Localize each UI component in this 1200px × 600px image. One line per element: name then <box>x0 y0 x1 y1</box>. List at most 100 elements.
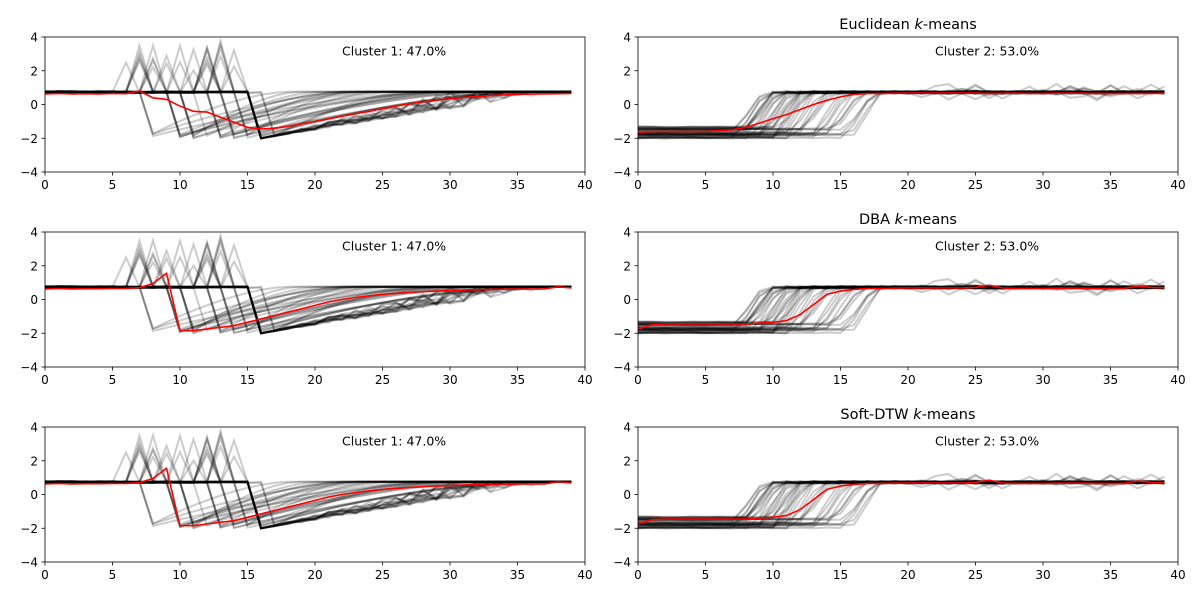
cluster-annotation: Cluster 1: 47.0% <box>342 434 446 449</box>
cluster-annotation: Cluster 1: 47.0% <box>342 44 446 59</box>
sample-series-line <box>45 285 572 333</box>
sample-series-line <box>45 480 572 527</box>
sample-series-line <box>638 480 1165 527</box>
y-tick-label: 4 <box>623 31 631 45</box>
x-tick-label: 15 <box>240 373 255 387</box>
y-tick-label: −2 <box>20 327 38 341</box>
sample-series-line <box>638 89 1165 135</box>
x-tick-label: 35 <box>1103 568 1118 582</box>
sample-series-line <box>45 480 572 528</box>
cluster-center-line <box>45 466 572 527</box>
x-tick-label: 25 <box>968 568 983 582</box>
x-tick-label: 40 <box>1170 178 1185 192</box>
sample-series-line <box>638 90 1165 132</box>
cluster-center-line <box>638 284 1165 330</box>
sample-series-line <box>638 480 1165 522</box>
y-tick-label: −4 <box>20 556 38 570</box>
sample-series-line <box>45 451 572 530</box>
x-tick-label: 40 <box>577 373 592 387</box>
sample-series-line <box>45 253 572 335</box>
x-tick-label: 20 <box>900 178 915 192</box>
sample-series-line <box>638 480 1165 526</box>
x-tick-label: 30 <box>1035 373 1050 387</box>
sample-series-line <box>638 480 1165 521</box>
y-tick-label: −2 <box>613 132 631 146</box>
sample-series-line <box>45 247 572 335</box>
sample-series-line <box>45 480 572 528</box>
x-tick-label: 10 <box>172 373 187 387</box>
y-tick-label: 0 <box>30 98 38 112</box>
sample-series-group <box>638 277 1165 335</box>
sample-series-line <box>638 475 1165 530</box>
sample-series-line <box>45 238 572 335</box>
sample-series-line <box>638 90 1165 135</box>
y-tick-label: 0 <box>623 98 631 112</box>
x-tick-label: 30 <box>442 178 457 192</box>
y-tick-label: 4 <box>30 31 38 45</box>
sample-series-line <box>638 84 1165 131</box>
sample-series-line <box>45 285 572 331</box>
sample-series-line <box>45 431 572 529</box>
x-tick-label: 35 <box>510 373 525 387</box>
sample-series-line <box>638 480 1165 525</box>
sample-series-line <box>45 480 572 527</box>
sample-series-line <box>638 285 1165 330</box>
x-tick-label: 25 <box>968 178 983 192</box>
x-tick-label: 25 <box>968 373 983 387</box>
y-tick-label: 0 <box>623 488 631 502</box>
y-tick-label: 2 <box>30 259 38 273</box>
x-tick-label: 5 <box>702 373 710 387</box>
sample-series-line <box>45 42 572 140</box>
sample-series-line <box>45 433 572 530</box>
sample-series-group <box>45 37 572 140</box>
y-tick-label: 4 <box>623 226 631 240</box>
sample-series-line <box>45 52 572 140</box>
x-tick-label: 15 <box>833 178 848 192</box>
sample-series-line <box>638 285 1165 326</box>
sample-series-line <box>45 55 572 140</box>
x-tick-label: 10 <box>765 178 780 192</box>
sample-series-line <box>45 285 572 331</box>
sample-series-line <box>45 480 572 527</box>
cluster-annotation: Cluster 2: 53.0% <box>935 44 1039 59</box>
y-tick-label: 4 <box>30 226 38 240</box>
y-tick-label: −4 <box>613 166 631 180</box>
x-tick-label: 10 <box>765 373 780 387</box>
x-tick-label: 35 <box>510 178 525 192</box>
sample-series-line <box>45 253 572 335</box>
x-tick-label: 0 <box>41 373 49 387</box>
x-tick-label: 30 <box>442 373 457 387</box>
sample-series-line <box>638 285 1165 331</box>
x-tick-label: 25 <box>375 568 390 582</box>
y-tick-label: 2 <box>30 64 38 78</box>
x-tick-label: 10 <box>765 568 780 582</box>
sample-series-line <box>638 285 1165 331</box>
sample-series-line <box>45 448 572 530</box>
sample-series-line <box>638 285 1165 325</box>
sample-series-group <box>45 427 572 530</box>
x-tick-label: 0 <box>634 568 642 582</box>
sample-series-line <box>45 285 572 332</box>
sample-series-line <box>638 480 1165 521</box>
sample-series-line <box>638 90 1165 131</box>
sample-series-line <box>638 90 1165 136</box>
sample-series-line <box>638 480 1165 529</box>
sample-series-line <box>638 90 1165 133</box>
subplot-title: Euclidean k-means <box>839 17 977 33</box>
sample-series-line <box>45 236 572 334</box>
x-tick-label: 0 <box>41 178 49 192</box>
sample-series-line <box>45 59 572 140</box>
y-tick-label: −2 <box>20 522 38 536</box>
y-tick-label: 0 <box>30 488 38 502</box>
x-tick-label: 20 <box>900 373 915 387</box>
x-tick-label: 30 <box>1035 178 1050 192</box>
x-tick-label: 40 <box>577 178 592 192</box>
x-tick-label: 40 <box>577 568 592 582</box>
sample-series-line <box>45 449 572 530</box>
x-tick-label: 0 <box>634 373 642 387</box>
cluster-center-line <box>45 90 572 130</box>
y-tick-label: 4 <box>30 421 38 435</box>
axes-frame <box>637 426 1179 563</box>
